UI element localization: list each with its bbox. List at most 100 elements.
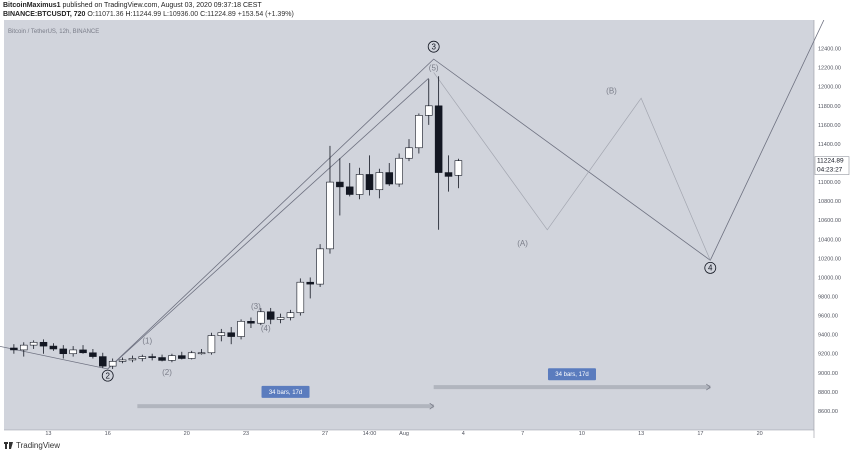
time-tick-label: 16 [105,431,111,437]
author-name[interactable]: BitcoinMaximus1 [3,2,61,9]
candle[interactable] [168,353,176,363]
candle-body [10,347,18,351]
ohlc-low-label: L: [163,11,169,18]
wave-label-minor: (1) [142,336,152,345]
wave-line[interactable] [0,20,825,370]
time-tick-label: 23 [243,431,249,437]
candle[interactable] [326,145,334,254]
price-axis[interactable] [814,20,850,438]
candle[interactable] [286,309,295,321]
wave-label-minor: (3) [251,302,261,311]
footer-brand[interactable]: TradingView [4,441,60,450]
candle[interactable] [365,155,374,196]
wave-circle-marker [427,40,440,53]
candle[interactable] [158,354,166,362]
price-tick-label: 11600.00 [818,123,841,129]
candle[interactable] [434,76,443,230]
plot-area[interactable] [4,20,814,430]
candle[interactable] [217,328,226,342]
candle[interactable] [138,354,147,362]
candle[interactable] [19,342,28,357]
candle[interactable] [385,163,394,186]
candle-body [375,172,384,191]
chart-legend: Bitcoin / TetherUS, 12h, BINANCE [8,29,99,35]
candle[interactable] [424,79,433,125]
candle[interactable] [316,244,324,287]
candle-body [59,348,68,355]
range-arrow-icon [706,383,711,391]
range-badge-label: 34 bars, 17d [555,372,588,378]
candle[interactable] [148,353,156,361]
price-chart[interactable]: Bitcoin / TetherUS, 12h, BINANCE 34 bars… [0,20,850,438]
wave-label-major: 2 [105,371,110,380]
candle[interactable] [415,113,423,154]
candle[interactable] [454,158,463,189]
candle[interactable] [296,278,305,316]
candles[interactable] [10,76,463,369]
candle-body [49,345,58,350]
wave-line[interactable] [107,77,430,370]
ohlc-open-value: 11071.36 [94,11,124,18]
ohlc-close-label: C: [200,11,208,18]
range-measure-bar[interactable] [137,404,434,409]
candle[interactable] [444,155,453,192]
candle[interactable] [355,167,364,200]
candle[interactable] [345,163,354,197]
wave-line[interactable] [433,72,711,261]
candle[interactable] [59,345,68,359]
publish-header: BitcoinMaximus1 published on TradingView… [3,2,262,9]
candle[interactable] [227,327,235,345]
candle[interactable] [29,340,38,349]
candle[interactable] [99,352,107,369]
price-tick-label: 11000.00 [818,180,841,186]
time-tick-label: 27 [322,431,328,437]
candle[interactable] [237,319,245,340]
range-badge[interactable] [261,385,310,398]
candle[interactable] [187,350,196,360]
candle-body [306,281,314,285]
candle[interactable] [306,277,314,299]
current-price-badge [814,156,850,175]
candle[interactable] [266,307,275,325]
candle[interactable] [375,168,384,199]
candle[interactable] [89,348,97,359]
candle[interactable] [247,317,255,328]
candle[interactable] [178,351,186,360]
candle[interactable] [395,153,403,187]
candle[interactable] [257,307,265,326]
candle[interactable] [79,345,87,354]
candle[interactable] [10,344,18,354]
candle-body [345,186,354,195]
candle[interactable] [405,139,413,162]
candle[interactable] [49,343,58,351]
wave-lines[interactable] [0,20,825,370]
candle[interactable] [118,357,127,364]
ohlc-low-value: 10936.00 [168,11,199,18]
candle-body [286,312,295,318]
candle[interactable] [276,313,285,324]
current-price-value: 11224.89 [817,158,844,165]
candle[interactable] [108,358,117,369]
time-tick-label: 13 [638,431,644,437]
candle[interactable] [197,348,206,355]
candle-body [128,358,137,361]
candle[interactable] [39,339,48,354]
candle-body [207,335,216,354]
candle-body [365,174,374,191]
range-badge[interactable] [547,368,596,381]
candle[interactable] [336,158,344,216]
candle[interactable] [69,346,77,357]
candle-body [29,341,38,346]
ohlc-close-value: 11224.89 [207,11,236,18]
wave-circle-marker [101,369,114,382]
price-tick-label: 9200.00 [818,352,838,358]
candle[interactable] [207,332,216,355]
candle[interactable] [128,355,137,363]
candle-body [227,332,235,337]
wave-label-minor: (2) [162,368,172,377]
wave-labels: 2 3 4 (1) (2) (3) (4) (5) (A) (B) [101,40,717,382]
time-tick-label: 7 [521,431,524,437]
bar-countdown: 04:23:27 [817,167,843,174]
range-measure-bar[interactable] [433,385,711,390]
range-tools[interactable]: 34 bars, 17d 34 bars, 17d [137,368,711,410]
